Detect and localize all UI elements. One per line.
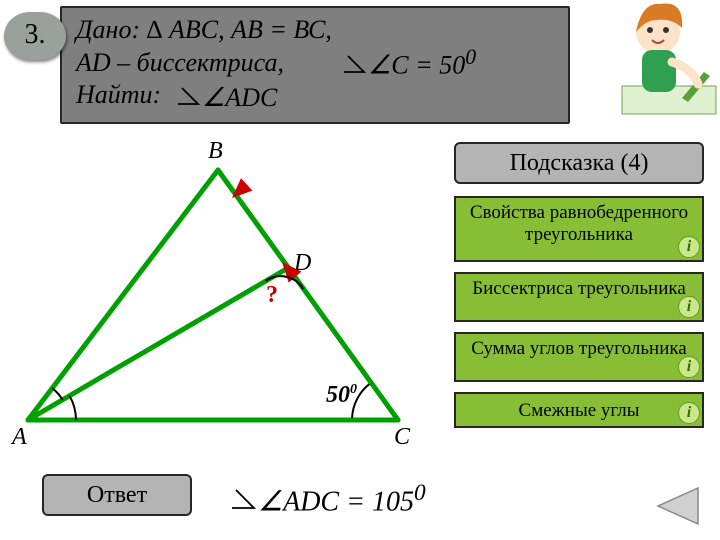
hint-properties[interactable]: Свойства равнобедренного треугольника i: [454, 196, 704, 262]
question-mark: ?: [266, 282, 278, 309]
answer-text: ∠ADC = 105: [258, 486, 414, 517]
vertex-c-label: C: [394, 424, 410, 451]
hint-bisector[interactable]: Биссектриса треугольника i: [454, 272, 704, 322]
nav-back-icon[interactable]: [654, 486, 700, 526]
info-icon[interactable]: i: [678, 236, 700, 258]
given-angle-sup: 0: [465, 45, 476, 69]
hint-3-label: Сумма углов треугольника: [471, 338, 687, 359]
info-icon[interactable]: i: [678, 296, 700, 318]
character-icon: [612, 0, 720, 118]
info-icon[interactable]: i: [678, 402, 700, 424]
problem-number-badge: 3.: [4, 12, 66, 60]
hint-4-label: Смежные углы: [519, 400, 640, 421]
answer-value: ∠ADC = 1050: [230, 480, 426, 518]
hint-2-label: Биссектриса треугольника: [472, 278, 686, 299]
vertex-a-label: A: [12, 424, 27, 451]
triangle-figure: [0, 0, 450, 460]
hint-adjacent[interactable]: Смежные углы i: [454, 392, 704, 428]
hint-header[interactable]: Подсказка (4): [454, 142, 704, 184]
angle-c-value: 500: [326, 382, 357, 409]
hint-1-label: Свойства равнобедренного треугольника: [470, 202, 688, 245]
vertex-b-label: B: [208, 138, 223, 165]
answer-sup: 0: [414, 480, 426, 506]
answer-button[interactable]: Ответ: [42, 474, 192, 516]
info-icon[interactable]: i: [678, 356, 700, 378]
hint-anglesum[interactable]: Сумма углов треугольника i: [454, 332, 704, 382]
vertex-d-label: D: [294, 250, 311, 277]
